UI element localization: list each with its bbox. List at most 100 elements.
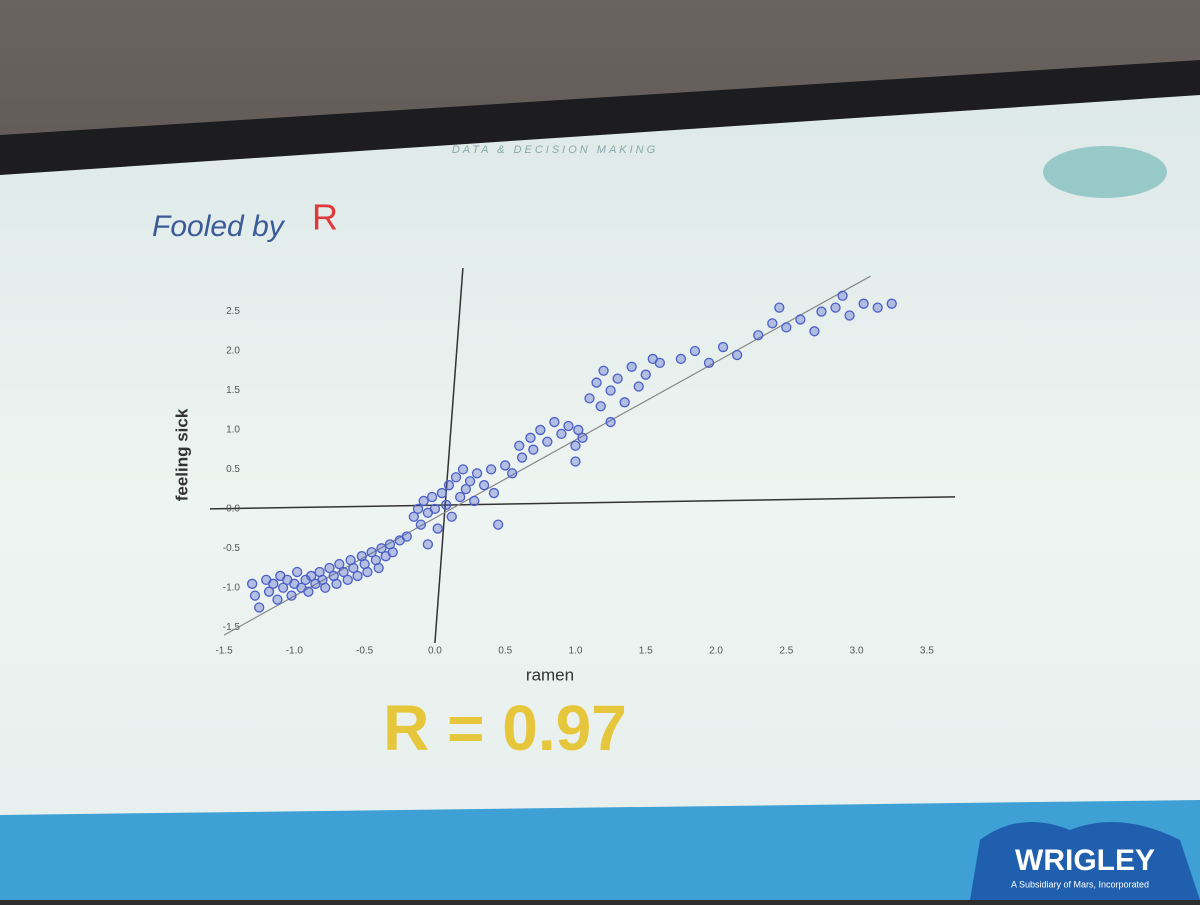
point: [605, 385, 616, 396]
y-tick-label: 1.0: [226, 425, 240, 436]
y-axis-label: feeling sick: [172, 408, 191, 501]
point: [556, 428, 567, 440]
point: [858, 298, 869, 309]
point: [570, 456, 581, 467]
brand-tagline: A Subsidiary of Mars, Incorporated: [1011, 879, 1149, 889]
x-tick-label: 2.5: [779, 646, 793, 657]
slide-title-emphasis: R: [312, 197, 338, 238]
point: [249, 590, 261, 601]
slide-header: DATA & DECISION MAKING: [452, 144, 658, 156]
point: [795, 314, 806, 325]
point: [654, 357, 665, 369]
callout: R = 0.97: [383, 692, 627, 764]
point: [753, 330, 764, 341]
brand: WRIGLEY: [1015, 844, 1155, 877]
y-tick-label: 2.5: [226, 306, 240, 317]
point: [412, 503, 424, 514]
x-tick-label: 1.0: [569, 646, 583, 657]
x-tick-label: 0.0: [428, 646, 442, 657]
point: [441, 499, 452, 511]
x-tick-label: 2.0: [709, 646, 723, 657]
point: [781, 322, 792, 333]
axis-line: [434, 267, 464, 644]
point: [352, 570, 363, 582]
point: [507, 468, 518, 479]
point: [450, 472, 462, 483]
point: [816, 306, 827, 317]
x-tick-label: -1.0: [286, 646, 304, 657]
x-tick-label: -1.5: [215, 646, 233, 657]
point: [605, 416, 616, 428]
point: [731, 349, 743, 361]
point: [767, 318, 778, 329]
y-tick-label: -1.5: [223, 622, 241, 633]
point: [422, 539, 434, 550]
point: [640, 369, 651, 380]
point: [488, 487, 500, 499]
point: [348, 562, 359, 574]
point: [334, 558, 345, 570]
point: [429, 503, 441, 514]
y-tick-label: 0.5: [226, 464, 240, 475]
point: [426, 491, 438, 503]
point: [376, 543, 387, 554]
point: [373, 562, 384, 574]
point: [457, 464, 469, 475]
point: [493, 519, 504, 530]
y-tick-label: 2.0: [226, 346, 240, 357]
point: [436, 487, 448, 499]
point: [598, 365, 609, 376]
point: [577, 432, 588, 443]
point: [432, 523, 443, 534]
point: [774, 302, 785, 313]
point: [619, 397, 630, 408]
point: [633, 381, 644, 392]
point: [612, 373, 623, 384]
y-tick-label: -0.5: [223, 543, 241, 554]
y-tick-label: -1.0: [223, 582, 241, 593]
point: [525, 432, 536, 443]
x-tick-label: 3.5: [920, 646, 934, 657]
y-tick-label: 0.0: [226, 503, 240, 514]
point: [717, 341, 729, 353]
y-tick-label: 1.5: [226, 385, 240, 396]
point: [362, 566, 373, 578]
x-tick-label: 3.0: [850, 646, 864, 657]
point: [247, 578, 258, 589]
x-tick-label: 0.5: [498, 646, 512, 657]
point: [485, 464, 497, 475]
point: [342, 574, 353, 586]
point: [272, 594, 283, 605]
point: [415, 519, 426, 530]
point: [469, 495, 480, 507]
point: [471, 468, 483, 479]
point: [809, 326, 820, 337]
point: [320, 582, 331, 593]
point: [401, 531, 412, 542]
point: [254, 602, 265, 613]
point: [837, 290, 848, 301]
point: [514, 440, 525, 451]
point: [570, 440, 581, 451]
logo: [1043, 146, 1167, 198]
screen: [0, 95, 1200, 900]
point: [563, 420, 574, 432]
slide-title: Fooled by: [152, 210, 286, 243]
point: [268, 578, 279, 589]
point: [460, 483, 471, 495]
point: [542, 436, 553, 447]
point: [516, 452, 528, 463]
axis-line: [209, 496, 956, 510]
point: [830, 302, 841, 313]
point: [464, 476, 476, 487]
point: [443, 480, 455, 491]
point: [387, 547, 398, 558]
point: [277, 582, 289, 593]
point: [689, 345, 701, 357]
x-axis-label: ramen: [526, 665, 574, 684]
point: [844, 310, 855, 321]
point: [338, 566, 349, 578]
point: [303, 586, 314, 597]
point: [528, 444, 539, 455]
